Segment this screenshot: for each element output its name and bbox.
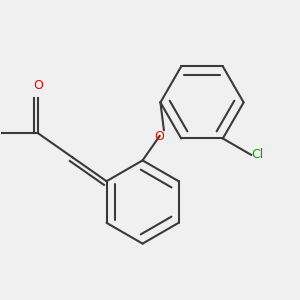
Text: O: O bbox=[155, 130, 165, 142]
Text: O: O bbox=[33, 79, 43, 92]
Text: Cl: Cl bbox=[251, 148, 263, 161]
